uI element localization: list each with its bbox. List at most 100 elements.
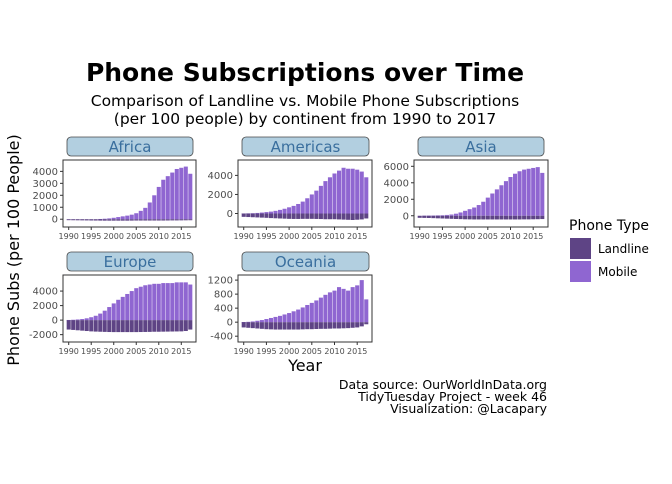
bar-asia-landline-1991 <box>422 215 427 218</box>
bar-europe-mobile-1994 <box>84 318 89 321</box>
bar-oceania-mobile-1992 <box>250 321 255 323</box>
bar-americas-landline-2013 <box>346 213 351 220</box>
bar-oceania-mobile-1994 <box>259 320 264 323</box>
bar-oceania-mobile-1997 <box>273 316 278 323</box>
bar-asia-mobile-2008 <box>499 185 504 216</box>
bar-americas-mobile-2017 <box>364 177 369 214</box>
bar-asia-landline-2012 <box>517 215 522 220</box>
legend-swatch-landline <box>570 238 591 259</box>
bar-asia-landline-1992 <box>426 215 431 218</box>
bar-americas-mobile-2004 <box>305 198 310 214</box>
bar-oceania-landline-2014 <box>350 322 355 328</box>
bar-europe-landline-2006 <box>138 320 143 333</box>
bar-africa-landline-2007 <box>143 219 148 221</box>
bar-americas-mobile-2016 <box>359 171 364 214</box>
bar-oceania-landline-1998 <box>277 322 283 330</box>
bar-americas-landline-2011 <box>337 213 342 220</box>
bar-africa-mobile-2009 <box>152 195 157 220</box>
bar-oceania-landline-2010 <box>332 322 337 329</box>
x-tick-label-africa-1995: 1995 <box>81 232 101 241</box>
bar-europe-mobile-2013 <box>170 283 175 321</box>
bar-americas-mobile-2003 <box>300 201 305 214</box>
bar-oceania-landline-1994 <box>259 322 264 329</box>
bar-africa-landline-2000 <box>111 219 116 221</box>
bar-asia-landline-2010 <box>508 215 513 220</box>
bar-americas-landline-1995 <box>264 213 269 218</box>
bar-asia-mobile-2016 <box>535 167 540 216</box>
bar-africa-landline-2002 <box>120 219 125 221</box>
x-tick-label-europe-2015: 2015 <box>171 347 191 356</box>
bar-europe-landline-1990 <box>66 320 71 330</box>
facet-strip-oceania <box>241 251 370 272</box>
bar-oceania-mobile-2002 <box>296 309 301 323</box>
bar-africa-mobile-2015 <box>179 167 184 220</box>
bar-asia-mobile-2001 <box>467 209 472 216</box>
bar-asia-mobile-1994 <box>435 215 440 217</box>
bar-americas-mobile-2007 <box>318 185 323 214</box>
y-tick-label-europe--2000: -2000 <box>29 330 58 341</box>
bar-europe-landline-2008 <box>147 320 152 332</box>
bar-americas-mobile-1999 <box>282 208 287 214</box>
bar-europe-landline-2007 <box>143 320 148 332</box>
bar-oceania-mobile-1995 <box>264 319 269 323</box>
y-tick-label-asia-6000: 6000 <box>384 162 409 173</box>
bar-oceania-landline-2007 <box>318 322 323 329</box>
facet-strip-europe <box>66 251 194 272</box>
bar-africa-mobile-2001 <box>116 217 121 220</box>
bar-europe-mobile-2004 <box>129 291 134 321</box>
bar-asia-landline-1994 <box>435 215 440 219</box>
bar-oceania-landline-2008 <box>323 322 328 329</box>
y-tick-label-africa-4000: 4000 <box>33 167 58 178</box>
bar-africa-mobile-2002 <box>120 216 125 220</box>
bar-americas-landline-1994 <box>259 213 264 218</box>
y-tick-label-oceania-800: 800 <box>214 290 233 301</box>
bar-africa-landline-1993 <box>80 219 85 221</box>
x-tick-label-africa-2010: 2010 <box>149 232 169 241</box>
bar-europe-mobile-2012 <box>165 283 170 321</box>
bar-oceania-landline-2003 <box>300 322 305 330</box>
x-tick-label-asia-2015: 2015 <box>523 232 543 241</box>
facet-strip-label-oceania: Oceania <box>275 253 336 271</box>
caption-line-1: Data source: OurWorldInData.org <box>339 377 547 392</box>
bar-europe-landline-1996 <box>93 320 98 332</box>
bar-africa-landline-1997 <box>98 219 103 221</box>
bar-americas-landline-2000 <box>287 213 292 219</box>
bar-americas-landline-2010 <box>332 213 337 220</box>
legend-title: Phone Type <box>569 218 649 234</box>
bar-europe-landline-2003 <box>125 320 130 333</box>
bar-oceania-mobile-1991 <box>246 321 251 323</box>
bar-europe-landline-2004 <box>129 320 134 333</box>
legend-label-landline: Landline <box>598 242 649 256</box>
bar-oceania-landline-1990 <box>241 322 246 328</box>
bar-asia-landline-2003 <box>476 215 481 220</box>
bar-africa-landline-1994 <box>84 219 89 221</box>
bar-asia-landline-1997 <box>449 215 454 219</box>
bar-oceania-mobile-2015 <box>355 285 360 323</box>
x-tick-label-asia-1990: 1990 <box>410 232 430 241</box>
bar-oceania-landline-1993 <box>255 322 260 329</box>
bar-oceania-mobile-2014 <box>350 287 355 323</box>
bar-asia-landline-2009 <box>503 215 509 220</box>
bar-africa-landline-2010 <box>156 219 161 221</box>
bar-oceania-landline-2017 <box>364 322 369 325</box>
bar-americas-landline-2012 <box>341 213 346 220</box>
x-tick-label-africa-2005: 2005 <box>126 232 146 241</box>
x-tick-label-oceania-2000: 2000 <box>279 347 299 356</box>
bar-europe-landline-2013 <box>170 320 175 332</box>
bar-asia-landline-2016 <box>535 215 540 220</box>
bar-europe-mobile-1992 <box>75 319 80 321</box>
plot-border-europe <box>62 274 197 343</box>
bar-asia-mobile-2011 <box>513 173 518 216</box>
bar-americas-mobile-2001 <box>291 205 296 214</box>
x-axis-title: Year <box>287 356 322 375</box>
x-tick-label-africa-1990: 1990 <box>59 232 79 241</box>
bar-europe-mobile-2010 <box>156 283 161 321</box>
bar-europe-landline-1992 <box>75 320 80 331</box>
bar-asia-landline-2013 <box>522 215 527 220</box>
bar-africa-landline-1996 <box>93 219 98 221</box>
bar-africa-mobile-2017 <box>188 173 193 220</box>
bar-africa-landline-2012 <box>165 219 170 221</box>
